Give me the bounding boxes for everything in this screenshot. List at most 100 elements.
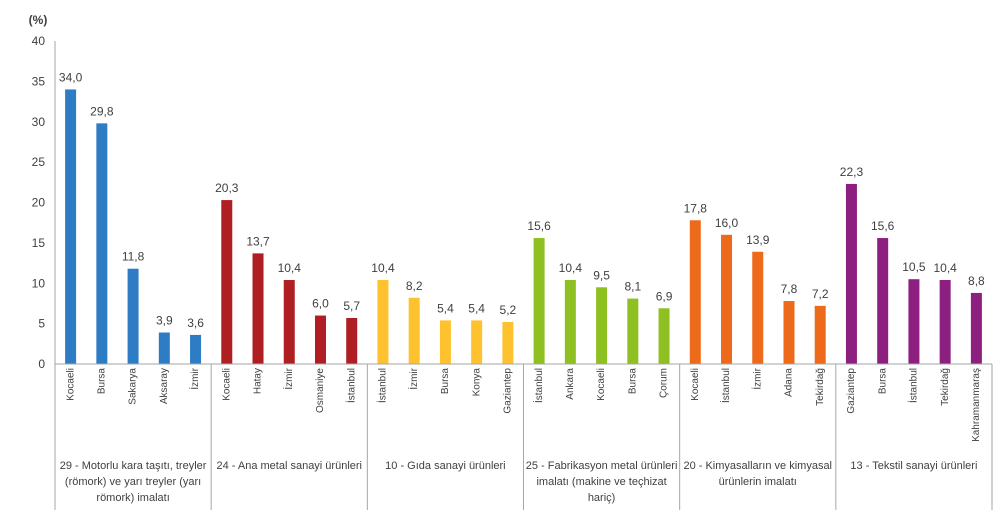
- category-label: Çorum: [659, 368, 670, 398]
- category-label: Hatay: [253, 368, 264, 394]
- value-label: 34,0: [59, 70, 83, 84]
- y-tick-label: 40: [32, 34, 46, 48]
- category-label: Bursa: [877, 368, 888, 395]
- bar: [190, 334, 202, 364]
- bar: [65, 89, 77, 364]
- y-tick-label: 20: [32, 196, 46, 210]
- y-tick-label: 15: [32, 236, 46, 250]
- y-axis-title: (%): [29, 13, 48, 27]
- value-label: 11,8: [122, 250, 145, 264]
- value-label: 20,3: [215, 181, 239, 195]
- y-tick-label: 10: [32, 276, 46, 290]
- bars: [65, 89, 982, 365]
- category-label: Sakarya: [128, 368, 139, 405]
- category-label: İstanbul: [907, 368, 920, 403]
- group-label: 10 - Gıda sanayi ürünleri: [385, 460, 506, 472]
- bar: [689, 220, 701, 364]
- y-tick-label: 35: [32, 74, 46, 88]
- value-labels: 34,0 29,8 11,8 3,9 3,6 20,3 13,7 10,4 6,0 5,7 10,4…: [59, 70, 985, 329]
- bar: [627, 298, 639, 364]
- category-label: İzmir: [188, 367, 201, 389]
- bar: [970, 292, 982, 364]
- bar: [314, 315, 326, 364]
- bar: [252, 253, 264, 364]
- value-label: 5,4: [437, 301, 454, 315]
- group-label: 13 - Tekstil sanayi ürünleri: [850, 460, 978, 472]
- bar: [439, 320, 451, 364]
- bar: [845, 183, 857, 364]
- bar: [752, 251, 764, 364]
- category-label: Kocaeli: [596, 368, 607, 401]
- category-label: Gaziantep: [503, 368, 514, 414]
- category-label: İstanbul: [532, 368, 545, 403]
- value-label: 3,6: [187, 316, 204, 330]
- category-label: Aksaray: [159, 368, 170, 404]
- bar: [877, 238, 889, 364]
- category-label: Tekirdağ: [815, 368, 826, 406]
- y-tick-label: 5: [38, 317, 45, 331]
- bar: [533, 238, 545, 364]
- value-label: 5,2: [500, 303, 517, 317]
- bar: [814, 305, 826, 364]
- y-axis-ticks: 0 5 10 15 20 25 30 35 40: [32, 34, 46, 371]
- value-label: 8,2: [406, 279, 423, 293]
- bar: [908, 279, 920, 364]
- value-label: 6,0: [312, 297, 329, 311]
- category-label: Adana: [784, 368, 795, 397]
- bar: [783, 301, 795, 364]
- category-label: Kocaeli: [65, 368, 76, 401]
- group-label: 20 - Kimyasalların ve kimyasal ürünlerin…: [683, 460, 833, 488]
- category-label: İstanbul: [344, 368, 357, 403]
- category-label: Bursa: [440, 368, 451, 395]
- bar: [502, 322, 514, 364]
- group-label: 29 - Motorlu kara taşıtı, treyler (römor…: [59, 460, 207, 504]
- bar: [221, 200, 233, 364]
- category-label: Bursa: [96, 368, 107, 395]
- group-label: 24 - Ana metal sanayi ürünleri: [216, 460, 362, 472]
- y-tick-label: 30: [32, 115, 46, 129]
- value-label: 8,1: [624, 280, 641, 294]
- bar: [408, 297, 420, 364]
- category-label: Kocaeli: [221, 368, 232, 401]
- category-label: İzmir: [282, 367, 295, 389]
- bar: [471, 320, 483, 364]
- value-label: 8,8: [968, 274, 985, 288]
- category-label: Osmaniye: [315, 368, 326, 413]
- value-label: 13,9: [746, 233, 770, 247]
- value-label: 13,7: [246, 234, 270, 248]
- bar: [596, 287, 608, 364]
- value-label: 10,5: [902, 260, 926, 274]
- category-label: İstanbul: [719, 368, 732, 403]
- value-label: 29,8: [90, 104, 114, 118]
- value-label: 22,3: [840, 165, 864, 179]
- category-label: Konya: [471, 368, 482, 397]
- category-label: Gaziantep: [846, 368, 857, 414]
- value-label: 15,6: [527, 219, 551, 233]
- y-tick-label: 25: [32, 155, 46, 169]
- bar: [158, 332, 170, 364]
- category-label: Kahramanmaraş: [971, 368, 982, 442]
- bar: [377, 280, 389, 364]
- value-label: 3,9: [156, 314, 173, 328]
- bar: [939, 280, 951, 364]
- value-label: 17,8: [684, 201, 708, 215]
- category-label: Tekirdağ: [940, 368, 951, 406]
- value-label: 16,0: [715, 216, 739, 230]
- category-label: Ankara: [565, 368, 576, 400]
- bar: [564, 280, 576, 364]
- value-label: 5,7: [343, 299, 360, 313]
- value-label: 10,4: [559, 261, 583, 275]
- value-label: 7,2: [812, 287, 829, 301]
- bar: [96, 123, 108, 365]
- group-label: 25 - Fabrikasyon metal ürünleri imalatı …: [525, 460, 678, 504]
- bar: [346, 317, 358, 364]
- category-label: Kocaeli: [690, 368, 701, 401]
- value-label: 10,4: [278, 261, 302, 275]
- value-label: 6,9: [656, 289, 673, 303]
- y-tick-label: 0: [38, 357, 45, 371]
- bar: [721, 234, 733, 364]
- category-labels: Kocaeli Bursa Sakarya Aksaray İzmir Kocaeli Ha…: [65, 367, 982, 442]
- category-label: İzmir: [750, 367, 763, 389]
